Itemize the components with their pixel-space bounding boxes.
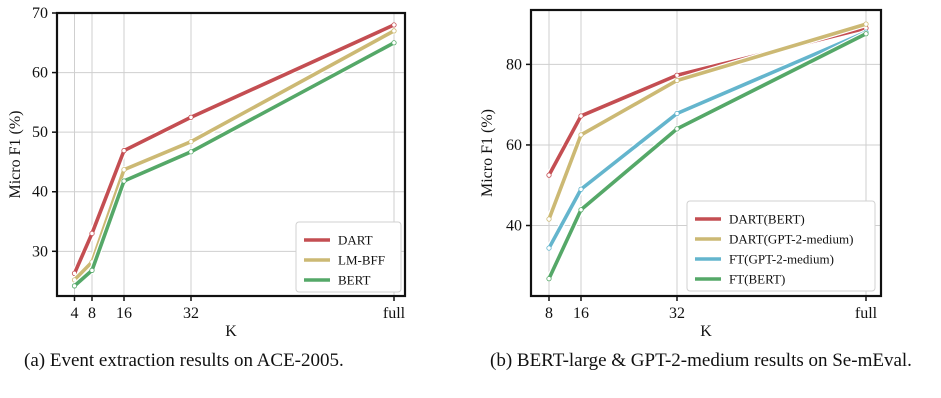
x-tick-label: 32 [669,305,685,322]
data-point [121,167,127,173]
legend-entry: DART(GPT-2-medium) [729,232,853,247]
y-axis-label: Micro F1 (%) [479,109,496,197]
caption-a: (a) Event extraction results on ACE-2005… [24,350,344,371]
y-tick-label: 50 [32,124,48,141]
data-point [863,31,869,37]
data-point [121,178,127,184]
data-point [578,132,584,138]
data-point [188,114,194,120]
y-tick-label: 60 [506,137,522,154]
chart-panel-b: 40 60 80 8 16 32 full K Micro F1 (%) DART(BERT) DA… [470,0,941,398]
data-point [89,267,95,273]
y-tick-label: 70 [32,5,48,22]
data-point [89,230,95,237]
data-point [863,21,869,27]
plot-frame [55,11,407,298]
plot-frame [529,8,883,298]
data-point [546,172,552,178]
data-point [188,149,194,155]
x-tick-label: full [855,305,878,322]
series-line [547,32,867,280]
x-tick-label: 16 [116,305,132,322]
legend-entry: LM-BFF [338,253,385,268]
x-tick-label: full [383,305,406,322]
legend-entry: BERT [338,273,371,288]
data-point [546,216,552,222]
data-point [546,276,552,282]
x-tick-label: 4 [71,305,79,322]
series-line [547,22,867,220]
data-point [121,148,127,154]
x-axis-label: K [225,323,237,340]
chart-a: 30 40 50 60 70 4 8 16 32 full K Micro F1 (%) DART LM-… [7,5,407,340]
data-point [391,22,397,28]
y-tick-label: 40 [506,218,522,235]
chart-b: 40 60 80 8 16 32 full K Micro F1 (%) DART(BERT) DA… [479,8,883,340]
data-point [674,77,680,84]
data-point [546,245,552,251]
data-point [578,186,584,192]
x-tick-label: 16 [573,305,589,322]
caption-b: (b) BERT-large & GPT-2-medium results on… [490,350,912,371]
y-tick-label: 80 [506,56,522,73]
data-point [674,126,680,132]
data-point [578,207,584,213]
x-tick-label: 8 [88,305,96,322]
x-tick-label: 32 [183,305,199,322]
data-point [674,110,680,117]
y-tick-label: 30 [32,243,48,260]
legend-entry: FT(GPT-2-medium) [729,252,834,267]
legend-entry: FT(BERT) [729,272,785,287]
series-line [547,30,867,249]
legend-entry: DART(BERT) [729,212,805,227]
y-axis-label: Micro F1 (%) [7,111,24,199]
y-tick-label: 60 [32,65,48,82]
data-point [71,283,78,289]
y-tick-label: 40 [32,184,48,201]
legend-box [686,200,876,292]
legend-entry: DART [338,233,373,248]
data-point [188,139,194,145]
data-point [71,270,78,276]
data-point [578,113,584,119]
chart-panel-a: 30 40 50 60 70 4 8 16 32 full K Micro F1 (%) DART LM-… [0,0,470,398]
data-point [674,72,680,78]
x-tick-label: 8 [545,305,553,322]
x-axis-label: K [700,323,712,340]
data-point [391,28,397,34]
data-point [391,40,397,46]
